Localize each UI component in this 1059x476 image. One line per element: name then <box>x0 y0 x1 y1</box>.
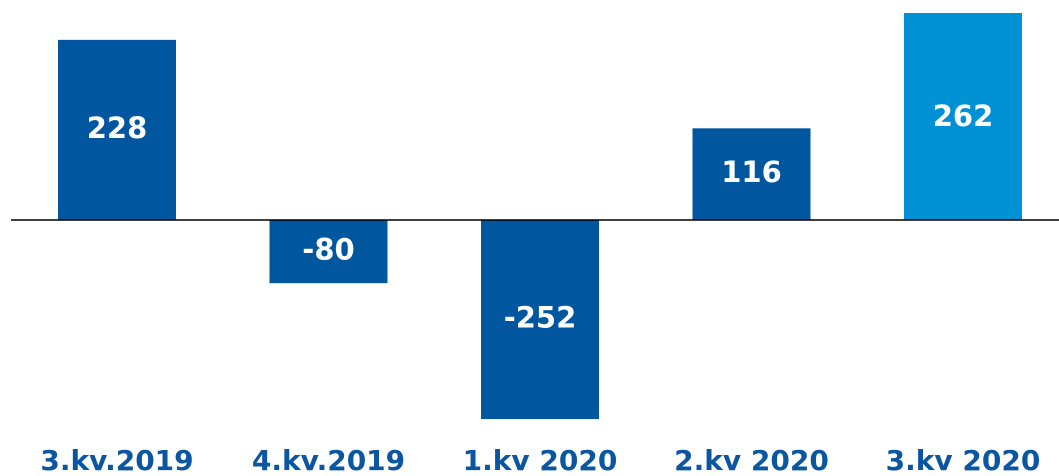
value-label: 228 <box>87 111 148 145</box>
x-tick-label: 3.kv.2019 <box>40 444 193 476</box>
bar <box>58 39 176 220</box>
value-label: 116 <box>721 155 782 189</box>
value-label: -80 <box>302 233 354 267</box>
bar <box>692 128 811 220</box>
x-tick-label: 3.kv 2020 <box>886 444 1041 476</box>
bar <box>904 13 1022 220</box>
x-tick-label: 1.kv 2020 <box>463 444 618 476</box>
x-tick-label: 2.kv 2020 <box>674 444 829 476</box>
bar <box>269 219 388 284</box>
x-tick-label: 4.kv.2019 <box>252 444 405 476</box>
bar <box>481 219 599 419</box>
value-label: -252 <box>504 300 577 334</box>
value-label: 262 <box>933 99 994 133</box>
